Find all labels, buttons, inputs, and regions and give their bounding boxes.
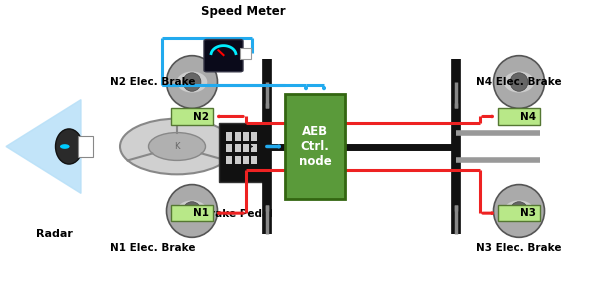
FancyBboxPatch shape bbox=[219, 123, 264, 182]
FancyBboxPatch shape bbox=[235, 132, 241, 141]
Text: N1 Elec. Brake: N1 Elec. Brake bbox=[110, 243, 196, 253]
FancyBboxPatch shape bbox=[251, 144, 257, 152]
FancyBboxPatch shape bbox=[243, 144, 249, 152]
Circle shape bbox=[60, 144, 70, 149]
Ellipse shape bbox=[510, 73, 528, 91]
Text: Radar: Radar bbox=[35, 229, 73, 239]
Circle shape bbox=[149, 132, 205, 161]
Ellipse shape bbox=[176, 71, 208, 93]
FancyBboxPatch shape bbox=[235, 156, 241, 164]
Ellipse shape bbox=[183, 202, 201, 220]
Text: N4: N4 bbox=[520, 112, 536, 122]
FancyBboxPatch shape bbox=[204, 40, 243, 72]
Text: N3: N3 bbox=[520, 208, 536, 218]
Text: N3 Elec. Brake: N3 Elec. Brake bbox=[476, 243, 562, 253]
FancyBboxPatch shape bbox=[78, 136, 93, 157]
Ellipse shape bbox=[510, 202, 528, 220]
FancyBboxPatch shape bbox=[498, 205, 540, 221]
Ellipse shape bbox=[504, 71, 534, 93]
FancyBboxPatch shape bbox=[251, 156, 257, 164]
FancyBboxPatch shape bbox=[498, 108, 540, 125]
FancyBboxPatch shape bbox=[251, 132, 257, 141]
FancyBboxPatch shape bbox=[285, 94, 345, 199]
FancyBboxPatch shape bbox=[235, 144, 241, 152]
FancyBboxPatch shape bbox=[226, 132, 232, 141]
FancyBboxPatch shape bbox=[243, 156, 249, 164]
Polygon shape bbox=[6, 100, 81, 193]
Ellipse shape bbox=[176, 200, 208, 222]
FancyBboxPatch shape bbox=[226, 144, 232, 152]
Text: N2 Elec. Brake: N2 Elec. Brake bbox=[110, 77, 196, 87]
Ellipse shape bbox=[493, 185, 545, 237]
Text: Speed Meter: Speed Meter bbox=[200, 5, 286, 18]
Ellipse shape bbox=[504, 200, 534, 222]
Ellipse shape bbox=[493, 56, 545, 108]
FancyBboxPatch shape bbox=[171, 205, 213, 221]
Ellipse shape bbox=[167, 56, 218, 108]
Ellipse shape bbox=[167, 185, 218, 237]
Ellipse shape bbox=[56, 129, 83, 164]
Text: Brake Pedal: Brake Pedal bbox=[202, 209, 272, 219]
Text: N2: N2 bbox=[193, 112, 209, 122]
Text: AEB
Ctrl.
node: AEB Ctrl. node bbox=[299, 125, 331, 168]
Text: N4 Elec. Brake: N4 Elec. Brake bbox=[476, 77, 562, 87]
Circle shape bbox=[120, 119, 234, 174]
Text: N1: N1 bbox=[193, 208, 209, 218]
FancyBboxPatch shape bbox=[226, 156, 232, 164]
FancyBboxPatch shape bbox=[243, 132, 249, 141]
FancyBboxPatch shape bbox=[171, 108, 213, 125]
Text: K: K bbox=[174, 142, 180, 151]
FancyBboxPatch shape bbox=[240, 48, 251, 59]
Ellipse shape bbox=[183, 73, 201, 91]
